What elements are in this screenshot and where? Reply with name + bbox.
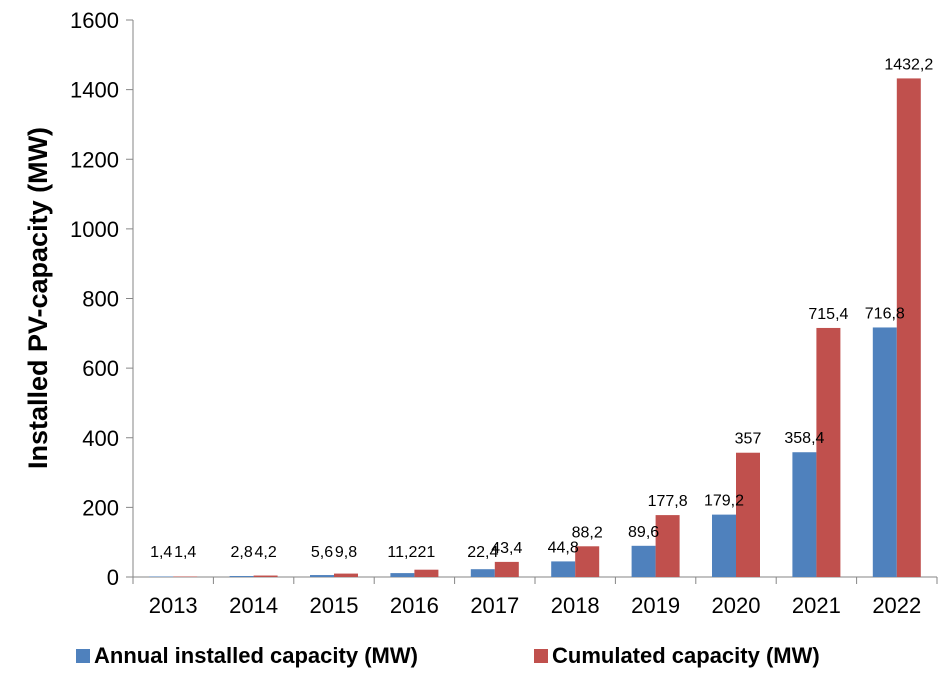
annual-bar xyxy=(872,327,897,577)
cumulated-bar xyxy=(816,327,841,577)
y-tick-label: 400 xyxy=(82,426,119,451)
x-tick-label: 2015 xyxy=(310,593,359,618)
cumulated-bar xyxy=(736,452,760,577)
data-label: 43,4 xyxy=(491,540,522,557)
data-label: 11,2 xyxy=(387,544,417,561)
cumulated-bar xyxy=(494,561,519,577)
data-label: 5,6 xyxy=(311,544,333,561)
data-label: 44,8 xyxy=(548,539,579,556)
y-tick-label: 1600 xyxy=(70,8,119,33)
data-label: 21 xyxy=(418,544,436,561)
x-tick-label: 2019 xyxy=(631,593,680,618)
cumulated-bar xyxy=(253,575,278,577)
bars xyxy=(149,78,921,577)
legend: Annual installed capacity (MW) Cumulated … xyxy=(76,643,820,668)
annual-bar xyxy=(551,561,576,577)
annual-bar xyxy=(712,514,736,577)
x-tick-label: 2021 xyxy=(792,593,841,618)
annual-bar xyxy=(229,576,254,577)
y-tick-label: 1200 xyxy=(70,147,119,172)
x-tick-label: 2018 xyxy=(551,593,600,618)
y-tick-label: 600 xyxy=(82,356,119,381)
legend-label-cumulated: Cumulated capacity (MW) xyxy=(552,643,820,668)
annual-bar xyxy=(390,573,415,577)
x-tick-label: 2013 xyxy=(149,593,198,618)
data-label: 22,4 xyxy=(467,544,498,561)
data-label: 2,8 xyxy=(230,544,252,561)
data-label: 357 xyxy=(735,431,762,448)
data-label: 88,2 xyxy=(572,524,603,541)
cumulated-bar xyxy=(334,573,358,577)
y-tick-label: 1400 xyxy=(70,78,119,103)
data-label: 1,4 xyxy=(150,544,172,561)
annual-bar xyxy=(792,452,817,577)
data-label: 9,8 xyxy=(335,544,357,561)
cumulated-bar xyxy=(896,78,921,577)
legend-swatch-cumulated xyxy=(534,649,548,663)
data-label: 89,6 xyxy=(628,524,659,541)
y-tick-label: 1000 xyxy=(70,217,119,242)
x-axis: 2013 2014 2015 2016 2017 2018 2019 2020 2021 2022 xyxy=(132,576,938,618)
data-label: 715,4 xyxy=(808,306,848,323)
x-tick-label: 2014 xyxy=(229,593,278,618)
y-axis-title: Installed PV-capacity (MW) xyxy=(23,127,53,469)
annual-bar xyxy=(631,545,656,577)
data-label: 1,4 xyxy=(174,544,196,561)
y-tick-label: 0 xyxy=(107,565,119,590)
x-tick-label: 2017 xyxy=(470,593,519,618)
x-tick-label: 2020 xyxy=(712,593,761,618)
x-tick-label: 2016 xyxy=(390,593,439,618)
data-label: 179,2 xyxy=(704,493,744,510)
annual-bar xyxy=(310,575,334,577)
legend-swatch-annual xyxy=(76,649,90,663)
data-label: 358,4 xyxy=(784,430,824,447)
legend-label-annual: Annual installed capacity (MW) xyxy=(94,643,418,668)
data-labels: 1,4 2,8 5,6 11,2 22,4 44,8 89,6 179,2 358,4 716,8… xyxy=(150,56,933,561)
data-label: 4,2 xyxy=(254,544,276,561)
annual-bar xyxy=(470,569,495,577)
x-tick-label: 2022 xyxy=(872,593,921,618)
y-tick-label: 800 xyxy=(82,287,119,312)
data-label: 1432,2 xyxy=(884,56,933,73)
data-label: 177,8 xyxy=(648,493,688,510)
data-label: 716,8 xyxy=(865,305,905,322)
cumulated-bar xyxy=(655,515,680,577)
cumulated-bar xyxy=(575,546,600,577)
y-axis: 0 200 400 600 800 1000 1200 1400 1600 xyxy=(70,8,134,590)
y-tick-label: 200 xyxy=(82,495,119,520)
cumulated-bar xyxy=(414,569,439,577)
